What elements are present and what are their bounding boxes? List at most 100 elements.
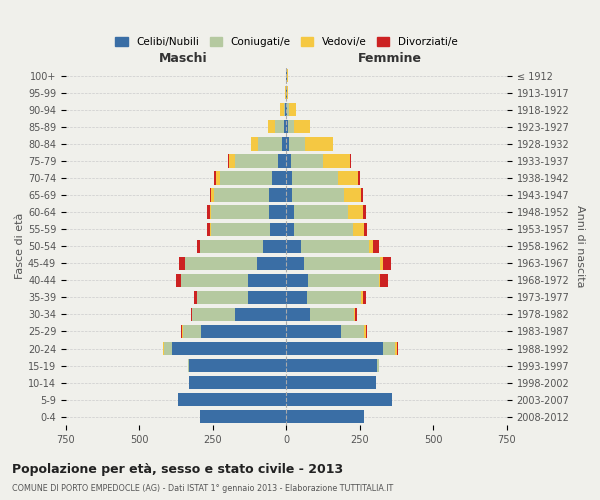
Bar xyxy=(286,308,310,321)
Bar xyxy=(211,222,270,236)
Bar xyxy=(214,188,269,202)
Bar xyxy=(227,154,229,168)
Bar xyxy=(286,120,288,134)
Bar xyxy=(197,290,248,304)
Bar xyxy=(181,274,248,287)
Bar xyxy=(207,222,210,236)
Bar xyxy=(286,103,287,117)
Bar xyxy=(288,120,294,134)
Bar xyxy=(286,342,383,355)
Bar xyxy=(275,120,284,134)
Bar xyxy=(210,222,211,236)
Bar xyxy=(289,137,305,150)
Bar xyxy=(286,290,307,304)
Bar xyxy=(383,256,391,270)
Bar xyxy=(181,325,182,338)
Bar xyxy=(291,154,323,168)
Bar xyxy=(294,222,353,236)
Bar xyxy=(286,188,292,202)
Bar xyxy=(235,154,278,168)
Text: Popolazione per età, sesso e stato civile - 2013: Popolazione per età, sesso e stato civil… xyxy=(12,462,343,475)
Bar xyxy=(286,256,304,270)
Bar xyxy=(278,154,286,168)
Text: Femmine: Femmine xyxy=(358,52,422,64)
Bar xyxy=(251,137,259,150)
Bar xyxy=(380,256,383,270)
Bar xyxy=(377,359,379,372)
Bar xyxy=(190,359,286,372)
Bar xyxy=(395,342,397,355)
Bar xyxy=(248,290,286,304)
Bar xyxy=(220,172,272,184)
Bar xyxy=(286,376,376,390)
Bar xyxy=(292,172,338,184)
Bar xyxy=(164,342,172,355)
Bar xyxy=(280,103,284,117)
Bar xyxy=(284,120,286,134)
Bar xyxy=(364,325,366,338)
Bar xyxy=(210,206,211,219)
Bar xyxy=(270,222,286,236)
Bar xyxy=(287,103,289,117)
Bar xyxy=(207,206,210,219)
Bar xyxy=(363,290,366,304)
Bar xyxy=(294,206,348,219)
Bar xyxy=(259,137,282,150)
Bar xyxy=(350,154,351,168)
Bar xyxy=(286,154,291,168)
Bar xyxy=(355,308,357,321)
Bar xyxy=(286,172,292,184)
Bar xyxy=(211,188,214,202)
Bar xyxy=(178,393,286,406)
Bar xyxy=(184,325,201,338)
Bar xyxy=(286,359,377,372)
Bar xyxy=(379,274,380,287)
Bar xyxy=(282,137,286,150)
Bar xyxy=(286,222,294,236)
Y-axis label: Fasce di età: Fasce di età xyxy=(15,213,25,280)
Bar xyxy=(341,325,364,338)
Bar xyxy=(201,325,286,338)
Bar xyxy=(348,206,363,219)
Bar xyxy=(286,325,341,338)
Bar xyxy=(286,274,308,287)
Bar xyxy=(289,103,296,117)
Bar xyxy=(257,256,286,270)
Bar xyxy=(286,410,364,424)
Bar xyxy=(269,188,286,202)
Bar xyxy=(190,376,286,390)
Bar xyxy=(338,172,358,184)
Bar xyxy=(200,410,286,424)
Bar xyxy=(287,86,289,100)
Bar xyxy=(229,154,235,168)
Bar xyxy=(272,172,286,184)
Text: COMUNE DI PORTO EMPEDOCLE (AG) - Dati ISTAT 1° gennaio 2013 - Elaborazione TUTTI: COMUNE DI PORTO EMPEDOCLE (AG) - Dati IS… xyxy=(12,484,393,493)
Bar xyxy=(214,172,216,184)
Bar xyxy=(294,120,310,134)
Bar xyxy=(301,240,368,253)
Bar xyxy=(176,274,181,287)
Bar xyxy=(216,172,220,184)
Y-axis label: Anni di nascita: Anni di nascita xyxy=(575,205,585,288)
Bar xyxy=(172,342,286,355)
Bar xyxy=(308,274,379,287)
Bar xyxy=(210,188,211,202)
Bar xyxy=(185,256,257,270)
Bar xyxy=(366,325,367,338)
Bar xyxy=(179,256,185,270)
Bar xyxy=(344,188,361,202)
Bar xyxy=(373,240,379,253)
Bar xyxy=(323,154,350,168)
Legend: Celibi/Nubili, Coniugati/e, Vedovi/e, Divorziati/e: Celibi/Nubili, Coniugati/e, Vedovi/e, Di… xyxy=(111,33,461,52)
Bar xyxy=(163,342,164,355)
Bar xyxy=(263,240,286,253)
Bar xyxy=(200,240,263,253)
Bar xyxy=(235,308,286,321)
Bar xyxy=(211,206,269,219)
Bar xyxy=(182,325,184,338)
Bar xyxy=(292,188,344,202)
Bar xyxy=(368,240,373,253)
Bar xyxy=(353,222,364,236)
Bar xyxy=(192,308,235,321)
Bar xyxy=(361,188,363,202)
